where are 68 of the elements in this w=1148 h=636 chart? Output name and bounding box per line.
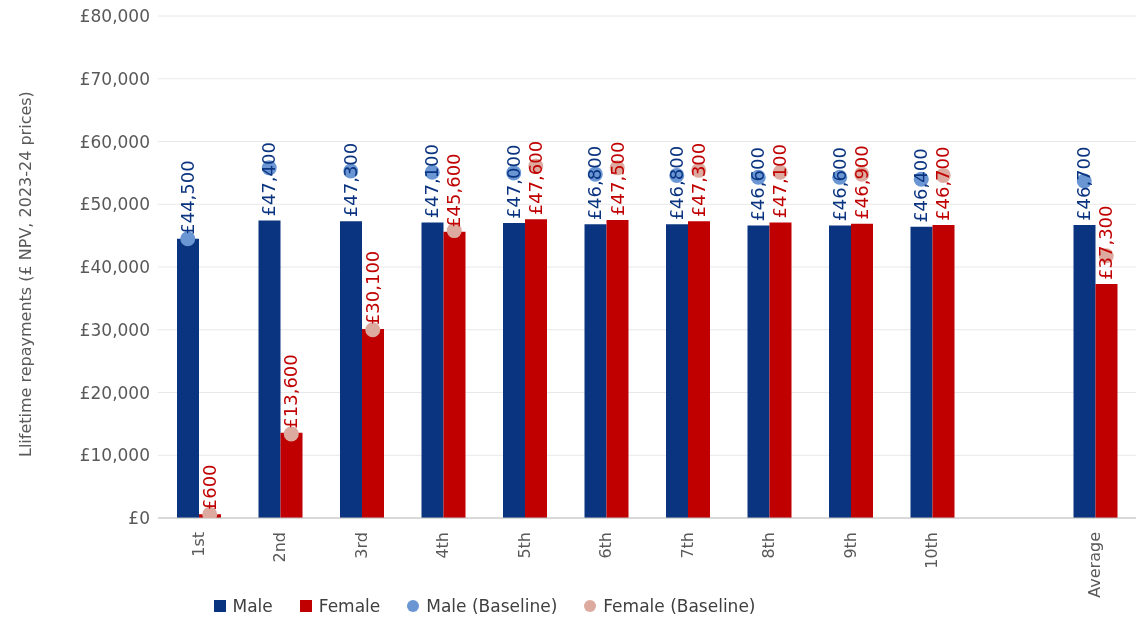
x-tick-label: 4th [433, 532, 453, 559]
y-tick-label: £50,000 [79, 194, 150, 215]
y-tick-label: £10,000 [79, 445, 150, 466]
x-tick-label: 10th [922, 532, 942, 569]
x-tick-label: 7th [677, 532, 697, 559]
legend-label: Female (Baseline) [603, 596, 756, 616]
y-tick-label: £40,000 [79, 257, 150, 278]
bar [177, 238, 199, 518]
bar [688, 221, 710, 518]
data-label: £30,100 [362, 250, 383, 326]
legend-label: Male [232, 596, 273, 616]
bar [1073, 224, 1096, 518]
x-tick-label: Average [1085, 532, 1105, 598]
data-label: £46,900 [851, 145, 872, 220]
bar [340, 221, 362, 518]
x-tick-label: 8th [759, 532, 779, 559]
bar [421, 222, 444, 518]
data-label: £46,700 [932, 146, 954, 221]
y-tick-label: £30,000 [79, 319, 150, 340]
y-axis-title: Llifetime repayments (£ NPV, 2023-24 prices) [15, 91, 35, 457]
data-label: £46,800 [666, 145, 687, 221]
bar [525, 219, 547, 518]
data-label: £47,300 [688, 142, 709, 218]
data-label: £44,500 [177, 160, 198, 235]
bar [280, 432, 303, 518]
bar [666, 224, 688, 518]
data-label: £45,600 [443, 153, 465, 228]
y-tick-label: £70,000 [79, 68, 150, 89]
bar [932, 224, 955, 518]
y-tick-label: £80,000 [79, 6, 150, 27]
data-label: £37,300 [1095, 205, 1117, 280]
bar [829, 225, 851, 518]
x-tick-label: 9th [840, 532, 860, 559]
bar [769, 222, 792, 518]
bar [503, 223, 525, 518]
y-tick-label: £60,000 [79, 131, 150, 152]
y-tick-label: £20,000 [79, 382, 150, 403]
x-tick-label: 1st [188, 532, 208, 557]
legend-label: Male (Baseline) [426, 596, 558, 616]
data-label: £47,500 [606, 141, 628, 216]
bar [584, 224, 607, 518]
data-label: £47,600 [525, 140, 546, 216]
bar [1095, 283, 1118, 518]
bar [910, 226, 933, 518]
x-tick-label: 2nd [270, 532, 290, 563]
bar [258, 220, 281, 518]
data-label: £47,300 [340, 142, 361, 218]
y-tick-label: £0 [128, 508, 150, 529]
x-tick-label: 6th [596, 532, 616, 559]
bar [606, 219, 629, 518]
legend-label: Female [318, 596, 381, 616]
data-label: £46,600 [829, 147, 850, 222]
bar [362, 329, 384, 518]
data-label: £47,000 [503, 144, 524, 220]
bar [747, 225, 770, 518]
data-label: £47,100 [769, 144, 791, 219]
data-label: £46,600 [747, 147, 769, 222]
x-tick-label: 5th [514, 532, 534, 559]
x-tick-label: 3rd [351, 532, 371, 559]
bar [443, 231, 466, 518]
data-label: £600 [199, 464, 220, 511]
data-label: £46,400 [910, 148, 932, 223]
data-label: £46,700 [1073, 146, 1095, 221]
data-label: £13,600 [280, 354, 302, 429]
data-label: £46,800 [584, 145, 606, 221]
data-label: £47,100 [421, 144, 443, 219]
bar [851, 223, 873, 518]
data-label: £47,400 [258, 142, 280, 217]
